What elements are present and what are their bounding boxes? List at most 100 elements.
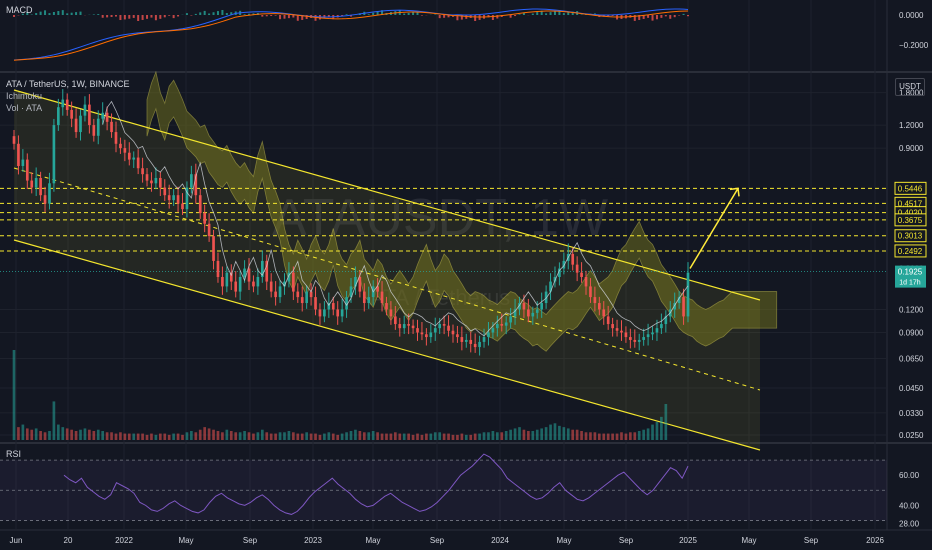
volume-bar <box>260 429 264 440</box>
channel-lower-line[interactable] <box>13 239 761 451</box>
candle-body <box>283 281 286 287</box>
macd-histogram-bar <box>159 15 162 19</box>
macd-histogram-bar <box>114 15 117 17</box>
breakout-arrow[interactable] <box>689 187 739 269</box>
candle-body <box>633 339 637 342</box>
volume-bar <box>473 433 477 440</box>
macd-histogram-bar <box>221 10 224 15</box>
macd-histogram-bar <box>150 15 153 18</box>
volume-bar <box>61 427 65 440</box>
candle-body <box>278 286 282 298</box>
candle-body <box>92 125 96 136</box>
y-tick-label: 1.8000 <box>899 89 924 98</box>
candle-body <box>158 177 162 188</box>
channel-midline[interactable] <box>13 167 761 391</box>
currency-button[interactable]: USDT <box>895 78 925 96</box>
candle-body <box>620 330 623 333</box>
macd-histogram-bar <box>438 15 441 19</box>
candle-body <box>615 328 619 331</box>
channel-upper-line[interactable] <box>13 89 761 301</box>
volume-bar <box>39 431 42 440</box>
y-tick-label: 0.0900 <box>899 328 924 337</box>
symbol-title[interactable]: ATA / TetherUS, 1W, BINANCE <box>6 79 130 89</box>
candle-body <box>34 177 38 188</box>
y-tick-label: 0.0450 <box>899 384 924 393</box>
candle-body <box>43 195 47 204</box>
level-price-box <box>894 213 927 227</box>
macd-histogram-bar <box>536 12 539 15</box>
candle-body <box>389 309 393 317</box>
macd-histogram-bar <box>403 13 406 15</box>
volume-bar <box>172 433 175 440</box>
volume-bar <box>52 401 56 440</box>
macd-histogram-bar <box>456 15 459 21</box>
candle-body <box>402 324 406 329</box>
x-tick-label: Sep <box>619 536 634 545</box>
level-price-label: 0.2492 <box>898 247 923 256</box>
volume-bar <box>407 433 410 440</box>
candle-body <box>176 195 180 204</box>
macd-histogram-bar <box>110 15 113 18</box>
x-tick-label: 20 <box>64 536 73 545</box>
candle-body <box>247 268 251 282</box>
macd-histogram-bar <box>381 10 384 15</box>
y-tick-label: 0.9000 <box>899 144 924 153</box>
macd-histogram-bar <box>562 13 565 15</box>
candle-body <box>132 157 136 160</box>
candle-body <box>522 303 526 310</box>
x-tick-label: Sep <box>430 536 445 545</box>
volume-legend[interactable]: Vol · ATA <box>6 103 43 113</box>
volume-bar <box>491 431 495 440</box>
volume-bar <box>602 433 606 440</box>
volume-bar <box>105 432 109 440</box>
macd-histogram-bar <box>491 15 494 21</box>
rsi-pane-label[interactable]: RSI <box>6 449 22 459</box>
macd-histogram-bar <box>651 15 654 21</box>
candle-body <box>323 309 326 317</box>
candle-body <box>198 195 202 214</box>
volume-bar <box>17 427 20 440</box>
volume-bar <box>57 424 60 440</box>
volume-bar <box>433 432 437 440</box>
volume-bar <box>531 431 535 440</box>
level-price-box <box>894 181 927 195</box>
volume-bar <box>354 429 357 440</box>
candle-body <box>145 174 149 181</box>
macd-histogram-bar <box>44 10 47 15</box>
candle-body <box>340 309 344 317</box>
candle-body <box>79 115 82 133</box>
candle-body <box>478 341 481 348</box>
macd-histogram-bar <box>687 15 689 17</box>
macd-histogram-bar <box>571 11 574 15</box>
macd-histogram-bar <box>61 10 64 15</box>
candle-body <box>589 286 592 298</box>
volume-bar <box>190 431 193 440</box>
volume-bar <box>287 431 291 440</box>
macd-histogram-bar <box>611 15 614 16</box>
candle-body <box>531 312 535 317</box>
x-tick-label: May <box>741 536 756 545</box>
volume-bar <box>651 424 654 440</box>
volume-bar <box>513 428 517 440</box>
volume-bar <box>660 416 663 440</box>
macd-histogram-bar <box>633 15 636 21</box>
candle-body <box>527 309 530 317</box>
candle-body <box>362 291 366 304</box>
volume-bar <box>527 431 530 440</box>
macd-pane-label[interactable]: MACD <box>6 5 33 15</box>
macd-histogram-bar <box>545 13 548 15</box>
candle-body <box>411 325 415 329</box>
macd-histogram-bar <box>212 12 215 15</box>
macd-histogram-bar <box>367 14 370 15</box>
volume-bar <box>469 434 473 440</box>
candle-countdown-label: 1d 17h <box>899 280 921 287</box>
candle-body <box>101 112 105 119</box>
rsi-line <box>63 453 689 515</box>
candle-body <box>74 118 78 133</box>
ichimoku-legend[interactable]: Ichimoku <box>6 91 43 101</box>
candle-body <box>535 309 539 313</box>
candle-body <box>212 236 215 261</box>
volume-bar <box>136 433 140 440</box>
macd-histogram-bar <box>154 15 157 21</box>
